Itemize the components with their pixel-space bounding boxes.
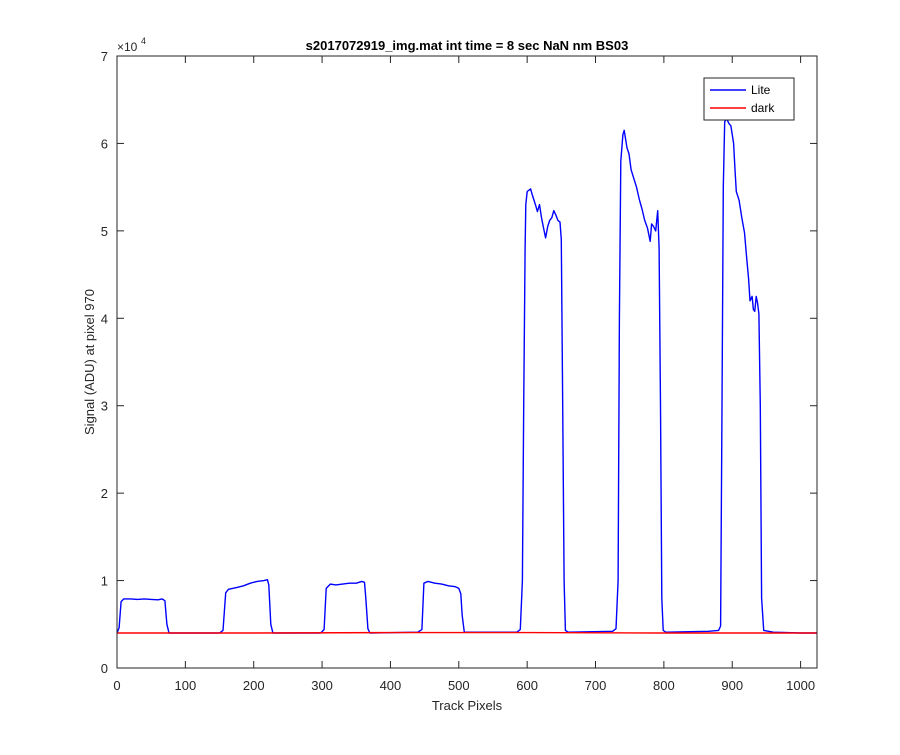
x-tick-label: 600 (516, 678, 538, 693)
x-tick-label: 300 (311, 678, 333, 693)
x-tick-label: 0 (113, 678, 120, 693)
x-tick-label: 400 (380, 678, 402, 693)
legend-box (704, 78, 794, 120)
legend-label-lite: Lite (751, 83, 771, 97)
y-axis-exponent: ×10 4 (117, 36, 146, 54)
y-tick-label: 2 (101, 486, 108, 501)
y-tick-label: 3 (101, 399, 108, 414)
y-tick-label: 7 (101, 49, 108, 64)
y-tick-label: 0 (101, 661, 108, 676)
y-tick-label: 5 (101, 224, 108, 239)
x-tick-label: 1000 (786, 678, 815, 693)
x-tick-label: 200 (243, 678, 265, 693)
x-axis-label: Track Pixels (432, 698, 503, 713)
x-tick-label: 100 (175, 678, 197, 693)
y-tick-label: 4 (101, 311, 108, 326)
y-tick-label: 1 (101, 574, 108, 589)
x-tick-label: 800 (653, 678, 675, 693)
x-tick-label: 900 (721, 678, 743, 693)
y-tick-label: 6 (101, 136, 108, 151)
x-tick-label: 500 (448, 678, 470, 693)
x-tick-label: 700 (585, 678, 607, 693)
legend-label-dark: dark (751, 101, 775, 115)
y-axis-label: Signal (ADU) at pixel 970 (82, 289, 97, 435)
plot-area (117, 56, 817, 668)
legend: Lite dark (704, 78, 794, 120)
chart-title: s2017072919_img.mat int time = 8 sec NaN… (306, 38, 629, 53)
y-axis-exponent-power: 4 (141, 36, 146, 46)
y-axis-exponent-base: ×10 (117, 40, 138, 54)
